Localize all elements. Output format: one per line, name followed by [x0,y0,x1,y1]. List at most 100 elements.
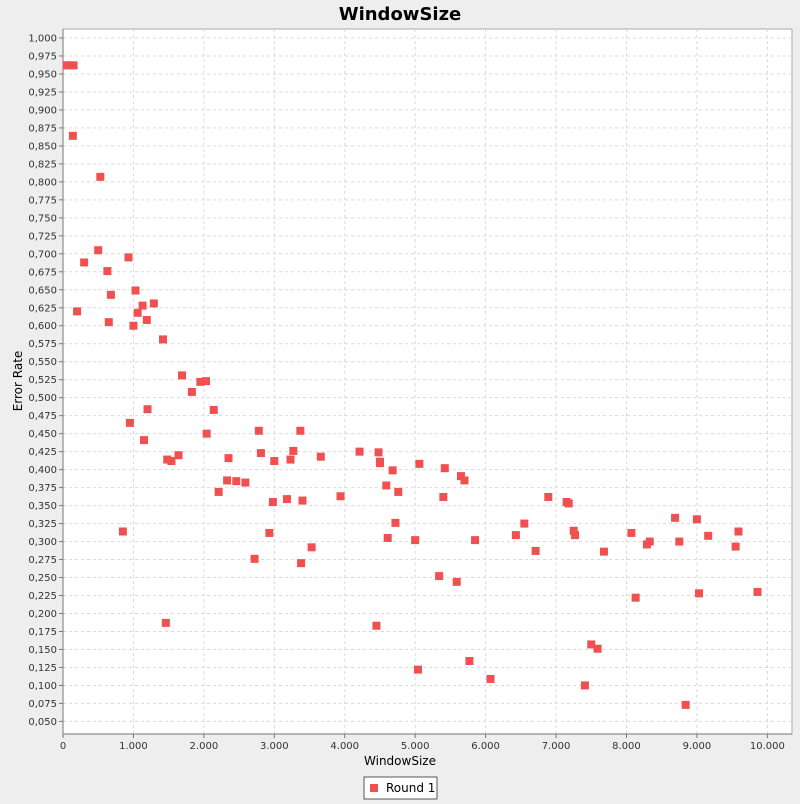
plot-area [62,28,793,735]
data-point [140,436,148,445]
y-tick-label: 0,175 [28,627,57,638]
data-point [569,526,578,535]
data-point [355,447,364,456]
data-point [298,496,307,505]
data-point [289,446,298,455]
y-tick-label: 0,825 [28,159,57,170]
data-point [564,499,573,508]
x-axis-title: WindowSize [364,754,436,768]
data-point [209,405,218,414]
x-tick-label: 8.000 [612,741,641,752]
y-tick-label: 0,200 [28,609,57,620]
chart-title: WindowSize [339,4,462,25]
data-point [520,519,529,528]
data-point [571,531,580,540]
x-tick-label: 1.000 [119,741,148,752]
y-tick-label: 0,500 [28,393,57,404]
y-tick-label: 0,950 [28,69,57,80]
data-point [415,459,424,468]
data-point [103,267,112,276]
legend-box [363,776,438,800]
x-tick-label: 0 [60,741,66,752]
data-point [675,537,684,546]
data-point [587,640,596,649]
data-point [439,492,448,501]
data-point [118,527,127,536]
y-tick-label: 0,125 [28,663,57,674]
data-point [544,492,553,501]
data-point [452,577,461,586]
y-tick-label: 0,725 [28,231,57,242]
x-tick-label: 7.000 [542,741,571,752]
data-point [159,335,168,344]
grid-lines [62,29,792,734]
y-tick-label: 0,100 [28,681,57,692]
data-point [224,454,233,463]
data-point [187,387,196,396]
y-tick-label: 0,850 [28,141,57,152]
y-tick-label: 0,300 [28,537,57,548]
data-point [125,418,134,427]
x-tick-label: 4.000 [330,741,359,752]
data-point [124,253,133,262]
data-point [214,487,223,496]
y-tick-label: 0,775 [28,195,57,206]
data-point [202,429,211,438]
data-point [375,459,384,468]
data-point [143,405,152,414]
data-point [68,131,77,140]
y-tick-label: 0,425 [28,447,57,458]
data-point [440,464,449,473]
y-tick-label: 0,675 [28,267,57,278]
data-point [268,497,277,506]
data-point [133,308,142,317]
data-point [336,492,345,501]
y-tick-label: 0,400 [28,465,57,476]
y-tick-label: 0,750 [28,213,57,224]
data-point [753,587,762,596]
data-point [296,426,305,435]
data-point [391,518,400,527]
data-point [232,477,241,486]
y-tick-label: 0,475 [28,411,57,422]
x-tick-label: 9.000 [683,741,712,752]
x-tick-label: 3.000 [260,741,289,752]
y-tick-label: 0,875 [28,123,57,134]
data-point [388,466,397,475]
y-tick-label: 0,325 [28,519,57,530]
data-point [142,315,151,324]
data-point [731,542,740,551]
y-tick-label: 0,450 [28,429,57,440]
x-tick-label: 5.000 [401,741,430,752]
data-point [73,307,82,316]
data-point [631,593,640,602]
data-point [196,377,205,386]
data-point [471,536,480,545]
data-point [270,456,279,465]
data-point [178,371,187,380]
data-point [671,513,680,522]
legend: Round 1 [363,776,438,800]
data-point [241,478,250,487]
data-point [265,528,274,537]
data-point [106,290,115,299]
data-point [465,656,474,665]
data-point [456,472,465,481]
data-point [734,527,743,536]
y-tick-label: 0,075 [28,699,57,710]
y-tick-label: 0,800 [28,177,57,188]
data-point [297,559,306,568]
data-point [645,537,654,546]
data-point [286,455,295,464]
data-point [411,536,420,545]
data-point [161,618,170,627]
y-tick-label: 0,375 [28,483,57,494]
y-tick-label: 0,625 [28,303,57,314]
data-point [374,448,383,457]
data-point [94,246,103,255]
axes: 0,050 0,075 0,100 0,125 0,150 0,175 0,200 0,225… [28,29,792,752]
data-point [254,426,263,435]
y-axis-title: Error Rate [11,351,25,412]
